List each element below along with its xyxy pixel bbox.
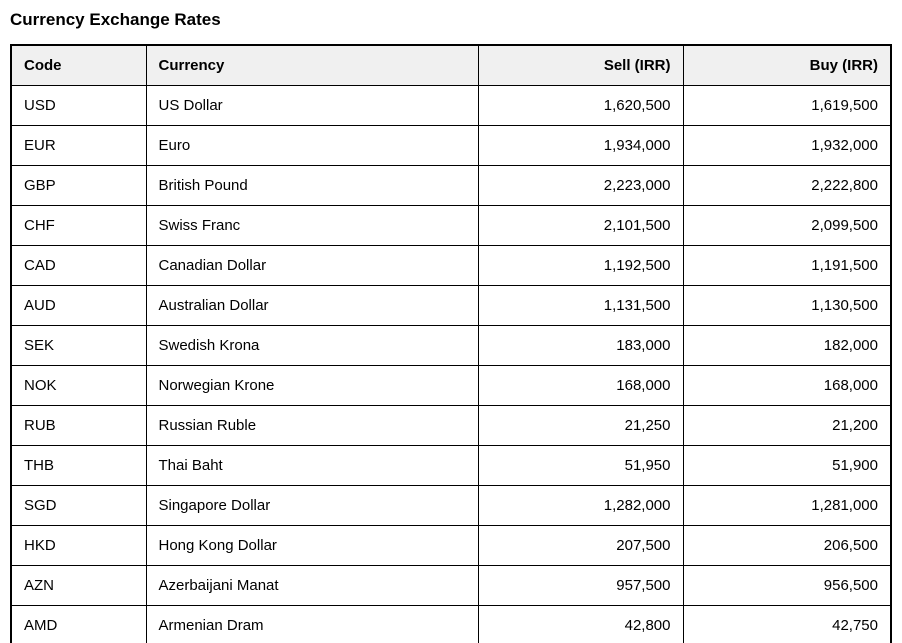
cell-buy: 2,222,800 [682, 165, 892, 207]
cell-currency: British Pound [145, 165, 479, 207]
cell-sell: 51,950 [477, 445, 684, 487]
cell-buy: 206,500 [682, 525, 892, 567]
column-header-buy: Buy (IRR) [682, 44, 892, 87]
cell-currency: Hong Kong Dollar [145, 525, 479, 567]
table-row: CAD Canadian Dollar 1,192,500 1,191,500 [10, 245, 892, 287]
table-row: USD US Dollar 1,620,500 1,619,500 [10, 85, 892, 127]
cell-sell: 1,934,000 [477, 125, 684, 167]
cell-currency: Thai Baht [145, 445, 479, 487]
cell-buy: 956,500 [682, 565, 892, 607]
cell-buy: 42,750 [682, 605, 892, 643]
cell-sell: 1,620,500 [477, 85, 684, 127]
cell-buy: 168,000 [682, 365, 892, 407]
table-body: USD US Dollar 1,620,500 1,619,500 EUR Eu… [10, 85, 892, 643]
cell-sell: 21,250 [477, 405, 684, 447]
cell-buy: 1,130,500 [682, 285, 892, 327]
cell-code: GBP [10, 165, 147, 207]
cell-sell: 1,131,500 [477, 285, 684, 327]
cell-currency: Armenian Dram [145, 605, 479, 643]
table-row: AUD Australian Dollar 1,131,500 1,130,50… [10, 285, 892, 327]
cell-sell: 2,101,500 [477, 205, 684, 247]
exchange-rates-table: Code Currency Sell (IRR) Buy (IRR) USD U… [10, 44, 892, 643]
cell-buy: 1,619,500 [682, 85, 892, 127]
table-row: AMD Armenian Dram 42,800 42,750 [10, 605, 892, 643]
cell-buy: 21,200 [682, 405, 892, 447]
table-row: SEK Swedish Krona 183,000 182,000 [10, 325, 892, 367]
column-header-sell: Sell (IRR) [477, 44, 684, 87]
table-row: AZN Azerbaijani Manat 957,500 956,500 [10, 565, 892, 607]
cell-code: AMD [10, 605, 147, 643]
table-header-row: Code Currency Sell (IRR) Buy (IRR) [10, 44, 892, 87]
cell-currency: Norwegian Krone [145, 365, 479, 407]
cell-sell: 957,500 [477, 565, 684, 607]
cell-code: RUB [10, 405, 147, 447]
column-header-code: Code [10, 44, 147, 87]
cell-buy: 1,191,500 [682, 245, 892, 287]
cell-code: SGD [10, 485, 147, 527]
table-row: CHF Swiss Franc 2,101,500 2,099,500 [10, 205, 892, 247]
cell-code: EUR [10, 125, 147, 167]
cell-sell: 183,000 [477, 325, 684, 367]
cell-sell: 42,800 [477, 605, 684, 643]
cell-code: NOK [10, 365, 147, 407]
cell-currency: Euro [145, 125, 479, 167]
table-row: EUR Euro 1,934,000 1,932,000 [10, 125, 892, 167]
cell-buy: 182,000 [682, 325, 892, 367]
cell-sell: 1,192,500 [477, 245, 684, 287]
table-row: SGD Singapore Dollar 1,282,000 1,281,000 [10, 485, 892, 527]
cell-buy: 1,932,000 [682, 125, 892, 167]
table-row: HKD Hong Kong Dollar 207,500 206,500 [10, 525, 892, 567]
cell-currency: Canadian Dollar [145, 245, 479, 287]
table-header: Code Currency Sell (IRR) Buy (IRR) [10, 44, 892, 87]
cell-sell: 207,500 [477, 525, 684, 567]
cell-currency: Australian Dollar [145, 285, 479, 327]
page-title: Currency Exchange Rates [10, 10, 221, 29]
cell-code: AUD [10, 285, 147, 327]
cell-currency: Swedish Krona [145, 325, 479, 367]
table-row: RUB Russian Ruble 21,250 21,200 [10, 405, 892, 447]
cell-currency: Swiss Franc [145, 205, 479, 247]
cell-buy: 1,281,000 [682, 485, 892, 527]
cell-code: HKD [10, 525, 147, 567]
cell-sell: 168,000 [477, 365, 684, 407]
cell-currency: US Dollar [145, 85, 479, 127]
cell-sell: 1,282,000 [477, 485, 684, 527]
cell-buy: 2,099,500 [682, 205, 892, 247]
table-row: NOK Norwegian Krone 168,000 168,000 [10, 365, 892, 407]
cell-sell: 2,223,000 [477, 165, 684, 207]
cell-currency: Russian Ruble [145, 405, 479, 447]
cell-code: CHF [10, 205, 147, 247]
cell-currency: Singapore Dollar [145, 485, 479, 527]
cell-code: AZN [10, 565, 147, 607]
cell-code: CAD [10, 245, 147, 287]
cell-code: USD [10, 85, 147, 127]
table-row: GBP British Pound 2,223,000 2,222,800 [10, 165, 892, 207]
column-header-currency: Currency [145, 44, 479, 87]
cell-code: THB [10, 445, 147, 487]
cell-currency: Azerbaijani Manat [145, 565, 479, 607]
cell-buy: 51,900 [682, 445, 892, 487]
table-row: THB Thai Baht 51,950 51,900 [10, 445, 892, 487]
cell-code: SEK [10, 325, 147, 367]
